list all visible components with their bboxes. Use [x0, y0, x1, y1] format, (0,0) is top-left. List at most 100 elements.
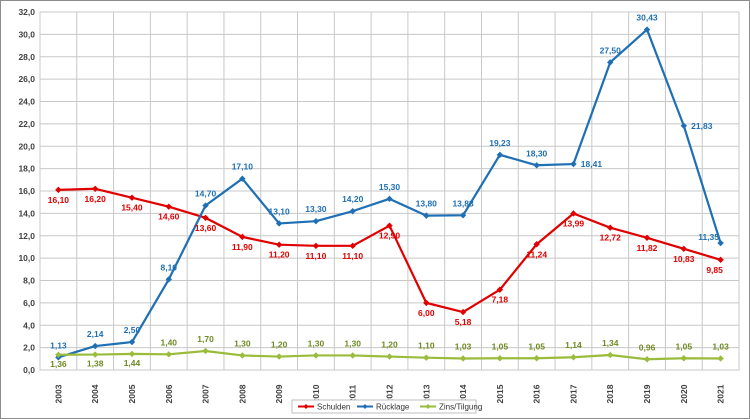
x-tick-label: 2014	[458, 384, 468, 403]
data-label: 16,10	[48, 195, 70, 205]
data-label: 1,30	[344, 338, 361, 348]
y-tick-label: 6,0	[23, 298, 35, 308]
y-tick-label: 28,0	[18, 52, 35, 62]
data-point-marker	[91, 351, 99, 358]
data-point-marker	[717, 355, 724, 362]
x-tick-label: 2012	[385, 384, 395, 403]
data-point-marker	[349, 352, 356, 359]
y-tick-label: 10,0	[18, 253, 35, 263]
data-label: 13,83	[452, 198, 474, 208]
data-point-marker	[643, 234, 651, 241]
data-point-marker	[275, 220, 283, 227]
data-point-marker	[496, 355, 504, 362]
x-tick-label: 2003	[53, 384, 63, 403]
data-point-marker	[423, 299, 430, 307]
data-label: 19,23	[489, 138, 511, 148]
x-tick-label: 2013	[421, 384, 431, 403]
y-axis-ticks: 0,0 2,0 4,0 6,0 8,0 10,0 12,0 14,0 16,0 18,0 20,0 2…	[18, 7, 35, 375]
y-tick-label: 12,0	[18, 231, 35, 241]
data-point-marker	[607, 59, 614, 66]
data-label: 2,14	[87, 329, 104, 339]
data-label: 14,60	[158, 212, 180, 222]
data-label: 18,41	[581, 159, 603, 169]
data-label: 11,10	[306, 251, 327, 261]
data-label: 1,34	[602, 338, 619, 348]
data-point-marker	[423, 212, 430, 219]
data-point-marker	[423, 354, 430, 361]
y-tick-label: 20,0	[18, 141, 35, 151]
data-point-marker	[607, 351, 614, 359]
x-tick-label: 2019	[642, 384, 652, 403]
data-point-marker	[275, 353, 283, 360]
data-point-marker	[496, 151, 504, 159]
x-tick-label: 2021	[716, 384, 726, 403]
data-label: 1,38	[87, 359, 104, 369]
data-label: 1,44	[124, 358, 141, 368]
x-axis-ticks: 2003 2004 2005 2006 2007 2008 2009 2010 2011 2012…	[53, 384, 725, 403]
data-point-marker	[349, 242, 356, 250]
data-label: 1,05	[676, 341, 693, 351]
x-tick-label: 2016	[532, 384, 542, 403]
data-label: 13,60	[195, 223, 217, 233]
data-label: 13,10	[268, 206, 290, 216]
data-label: 16,20	[85, 194, 107, 204]
x-tick-label: 2005	[127, 384, 137, 403]
data-point-marker	[386, 222, 393, 229]
data-label: 1,03	[455, 341, 472, 351]
x-tick-label: 2009	[274, 384, 284, 403]
legend-entry-label: Zins/Tilgung	[439, 403, 482, 412]
data-label: 12,90	[379, 231, 401, 241]
data-label: 14,20	[342, 194, 364, 204]
y-tick-label: 4,0	[23, 320, 35, 330]
data-label: 6,00	[418, 308, 435, 318]
y-tick-label: 18,0	[18, 164, 35, 174]
legend: Schulden Rücklage Zins/Tilgung	[291, 399, 482, 414]
x-tick-label: 2006	[164, 384, 174, 403]
data-point-marker	[55, 351, 62, 358]
legend-swatch-marker	[362, 404, 368, 409]
legend-entry-label: Rücklage	[376, 403, 410, 412]
data-label: 1,36	[50, 359, 67, 369]
data-point-marker	[570, 160, 577, 168]
data-label: 18,30	[526, 148, 548, 158]
legend-entry-label: Schulden	[317, 403, 350, 412]
data-point-marker	[275, 241, 283, 248]
y-tick-label: 22,0	[18, 119, 35, 129]
data-point-marker	[533, 241, 540, 248]
x-tick-label: 2018	[605, 384, 615, 403]
data-label: 21,83	[691, 121, 713, 131]
data-point-marker	[643, 356, 651, 363]
data-label: 5,18	[455, 317, 472, 327]
y-tick-label: 8,0	[23, 276, 35, 286]
data-point-marker	[128, 350, 136, 358]
data-label: 11,24	[526, 249, 547, 259]
data-point-marker	[643, 26, 651, 33]
data-label: 1,70	[197, 334, 214, 344]
data-point-marker	[717, 239, 724, 247]
data-point-marker	[386, 195, 393, 203]
data-label: 14,70	[195, 189, 217, 199]
data-label: 10,83	[673, 254, 695, 264]
data-point-marker	[496, 286, 504, 293]
data-label: 9,85	[706, 265, 723, 275]
data-label: 8,10	[160, 262, 177, 272]
data-point-marker	[202, 202, 209, 209]
y-tick-label: 14,0	[18, 208, 35, 218]
y-tick-label: 2,0	[23, 343, 35, 353]
x-tick-label: 2015	[495, 384, 505, 403]
legend-swatch-marker	[303, 404, 309, 409]
series-lines	[55, 26, 724, 363]
data-point-marker	[680, 355, 688, 362]
data-point-marker	[128, 338, 136, 346]
data-label: 12,72	[600, 233, 622, 243]
data-label: 1,13	[50, 340, 67, 350]
y-tick-label: 16,0	[18, 186, 35, 196]
x-tick-label: 2008	[237, 384, 247, 403]
data-label: 15,40	[121, 203, 143, 213]
data-point-marker	[349, 207, 356, 215]
data-label: 11,20	[269, 250, 290, 260]
data-label: 0,96	[639, 342, 656, 352]
data-point-marker	[165, 276, 172, 283]
